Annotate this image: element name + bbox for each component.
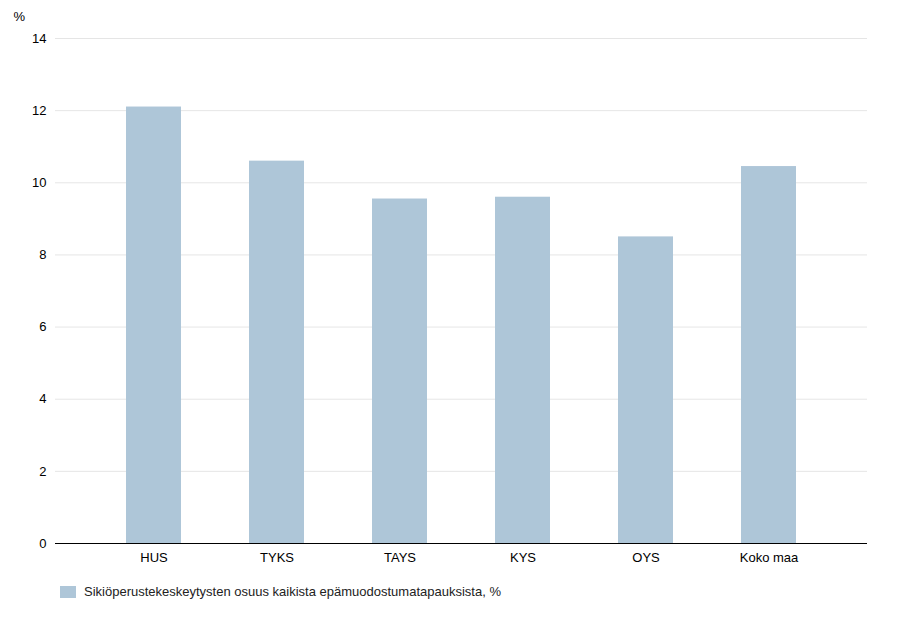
html-text:Sikiöperustekeskeytysten osuus: Sikiöperustekeskeytysten osuus kaikista … [84,584,501,599]
svg-text:%: % [14,9,26,24]
svg-text:HUS: HUS [140,550,168,565]
svg-text:6: 6 [39,319,46,334]
svg-text:4: 4 [39,391,46,406]
svg-text:14: 14 [32,31,46,46]
svg-text:KYS: KYS [510,550,536,565]
svg-text:10: 10 [32,175,46,190]
svg-text:8: 8 [39,247,46,262]
svg-text:0: 0 [39,536,46,551]
svg-text:Koko maa: Koko maa [740,550,799,565]
svg-text:2: 2 [39,464,46,479]
svg-text:TAYS: TAYS [384,550,416,565]
svg-text:OYS: OYS [632,550,660,565]
svg-text:12: 12 [32,103,46,118]
svg-text:TYKS: TYKS [260,550,294,565]
